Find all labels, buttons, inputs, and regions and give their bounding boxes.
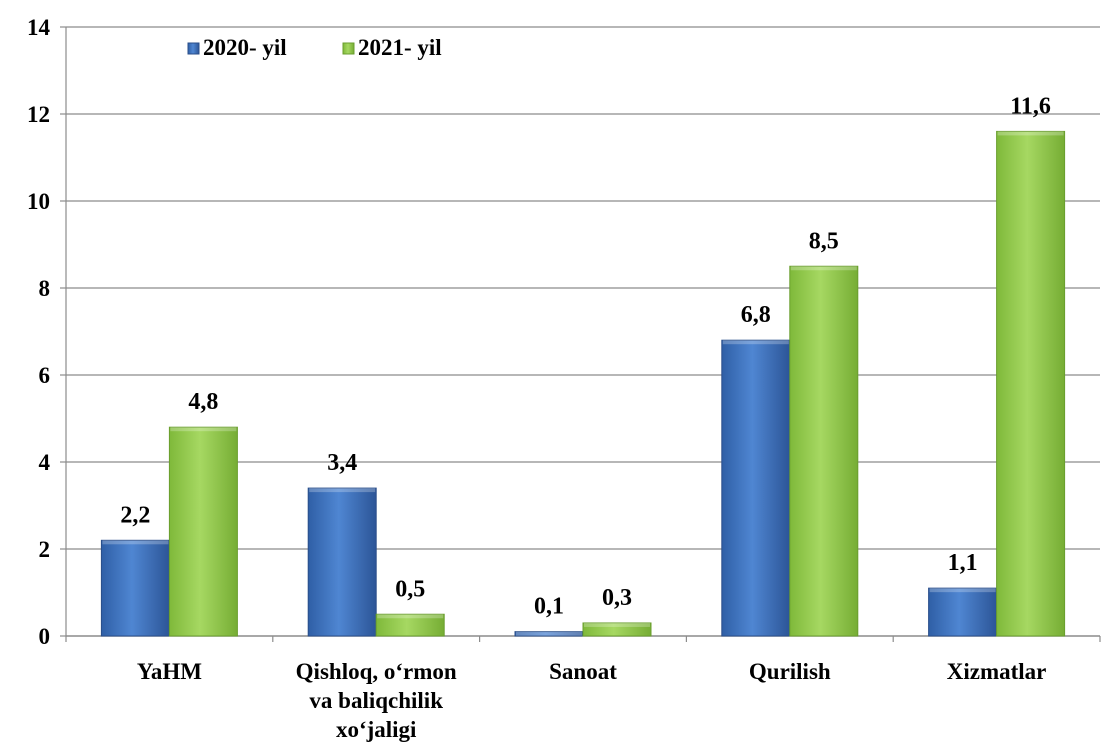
bar-highlight — [377, 614, 444, 619]
data-label: 0,1 — [534, 594, 564, 620]
legend-label: 2021- yil — [358, 35, 442, 60]
bar-series1-3 — [721, 339, 791, 637]
x-tick-label: Xizmatlar — [947, 659, 1047, 684]
data-label: 8,5 — [809, 228, 839, 254]
bar-highlight — [997, 131, 1064, 136]
data-label: 1,1 — [948, 550, 978, 576]
bar-series1-0 — [100, 539, 170, 637]
legend-swatch — [187, 42, 200, 55]
x-tick-label: Qishloq, o‘rmon — [296, 659, 457, 684]
bars — [100, 130, 1066, 637]
legend-swatch — [342, 42, 355, 55]
data-label: 2,2 — [120, 502, 150, 528]
bar-highlight — [584, 622, 650, 627]
x-tick-label: xo‘jaligi — [336, 717, 417, 742]
y-tick-label: 2 — [39, 537, 51, 562]
data-label: 0,5 — [395, 576, 425, 602]
data-label: 4,8 — [188, 389, 218, 415]
bar-highlight — [170, 427, 237, 432]
y-tick-label: 10 — [27, 189, 50, 214]
bar-highlight — [790, 266, 857, 271]
y-tick-label: 6 — [39, 363, 51, 388]
x-tick-label: Sanoat — [549, 659, 617, 684]
x-tick-label: YaHM — [137, 659, 202, 684]
bar-highlight — [102, 540, 169, 545]
y-tick-label: 14 — [27, 15, 51, 40]
data-label: 3,4 — [327, 450, 357, 476]
bar-highlight — [722, 340, 789, 345]
gridlines — [66, 26, 1100, 550]
bar-series1-4 — [928, 587, 998, 637]
bar-series2-3 — [789, 265, 859, 637]
data-label: 0,3 — [602, 585, 632, 611]
y-tick-label: 4 — [39, 450, 51, 475]
bar-highlight — [929, 588, 996, 593]
legend: 2020- yil 2021- yil — [187, 35, 442, 60]
x-tick-label: Qurilish — [749, 659, 831, 684]
y-tick-label: 8 — [39, 276, 51, 301]
bar-series2-2 — [582, 622, 652, 637]
bar-series2-1 — [375, 613, 445, 637]
data-labels: 2,2 4,8 3,4 0,5 0,1 0,3 6,8 8,5 1,1 11,6 — [120, 93, 1051, 619]
data-label: 11,6 — [1010, 93, 1051, 119]
x-tick-label: va baliqchilik — [309, 688, 443, 713]
bar-series2-4 — [996, 130, 1066, 637]
bar-series2-0 — [168, 426, 238, 637]
bar-series1-1 — [307, 487, 377, 637]
bar-highlight — [309, 488, 376, 493]
legend-label: 2020- yil — [203, 35, 287, 60]
y-tick-label: 12 — [27, 102, 50, 127]
bar-highlight — [516, 631, 582, 636]
y-tick-label: 0 — [39, 624, 51, 649]
data-label: 6,8 — [741, 302, 771, 328]
